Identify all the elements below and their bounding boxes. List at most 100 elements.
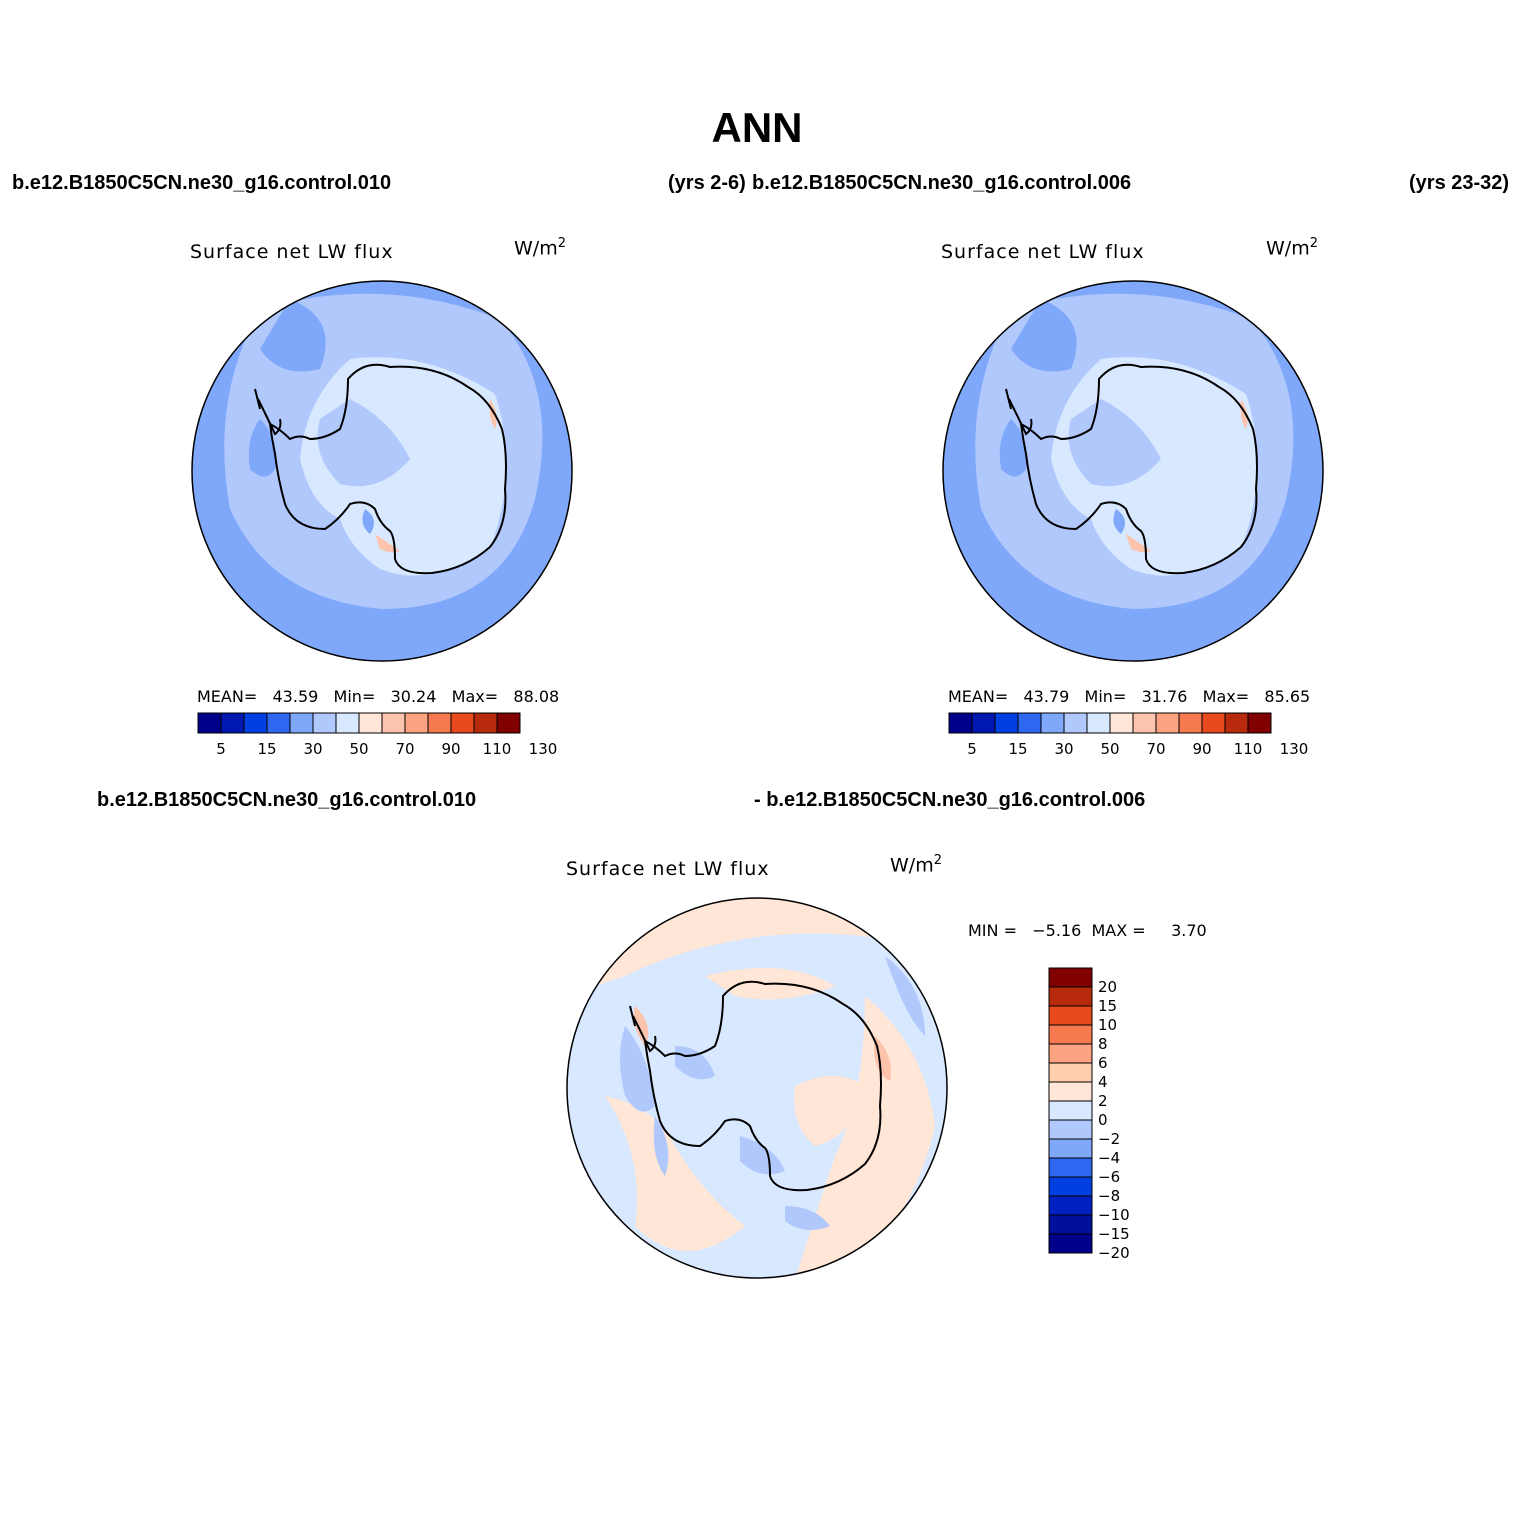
- panel2-colorbar-swatch: [1155, 712, 1180, 734]
- panel2-colorbar-swatch: [1201, 712, 1226, 734]
- panel2-colorbar-swatch: [994, 712, 1019, 734]
- panel2-colorbar-swatch: [1063, 712, 1088, 734]
- panel2-colorbar-swatch: [1247, 712, 1272, 734]
- panel1-colorbar-swatch: [289, 712, 314, 734]
- panel-diff-coastline: [643, 980, 882, 1192]
- panel2-colorbar-tick-label: 50: [1100, 740, 1119, 758]
- panel2-colorbar-swatch: [1224, 712, 1249, 734]
- panel2-colorbar-swatch: [1086, 712, 1111, 734]
- case-name-right: b.e12.B1850C5CN.ne30_g16.control.006: [752, 172, 1132, 194]
- panel1-colorbar-tick-label: 15: [257, 740, 276, 758]
- panel2-colorbar-tick-label: 70: [1146, 740, 1165, 758]
- panel1-colorbar-swatch: [450, 712, 475, 734]
- panel-diff-colorbar-tick-label: −6: [1098, 1168, 1120, 1186]
- figure-title: ANN: [711, 104, 803, 151]
- panel2-colorbar-swatch: [948, 712, 973, 734]
- panel2-colorbar-tick-label: 110: [1234, 740, 1263, 758]
- panel-diff-colorbar-tick-label: 4: [1098, 1073, 1108, 1091]
- panel1-colorbar-tick-label: 30: [303, 740, 322, 758]
- panel1-colorbar-swatch: [473, 712, 498, 734]
- panel1-colorbar: 5 15 30 50 70 90 110 130: [197, 712, 558, 758]
- panel-diff-colorbar-tick-label: 6: [1098, 1054, 1108, 1072]
- panel2-colorbar-swatch: [971, 712, 996, 734]
- panel2-colorbar-swatch: [1132, 712, 1157, 734]
- panel1-colorbar-swatch: [243, 712, 268, 734]
- panel1-coastline: [268, 363, 507, 575]
- panel1-colorbar-tick-label: 5: [216, 740, 226, 758]
- case-name-left: b.e12.B1850C5CN.ne30_g16.control.010: [12, 172, 392, 194]
- diff-case-right: - b.e12.B1850C5CN.ne30_g16.control.006: [754, 789, 1146, 811]
- panel2-title: Surface net LW flux: [941, 241, 1145, 263]
- panel-diff-colorbar-swatch: [1048, 1176, 1093, 1197]
- panel-diff-colorbar-tick-label: 2: [1098, 1092, 1108, 1110]
- panel-diff-colorbar-tick-label: 10: [1098, 1016, 1117, 1034]
- panel-diff-colorbar-swatch: [1048, 986, 1093, 1007]
- panel-diff-colorbar-tick-label: 15: [1098, 997, 1117, 1015]
- panel1-colorbar-swatch: [266, 712, 291, 734]
- panel-diff-colorbar-swatch: [1048, 1157, 1093, 1178]
- panel1-map: [191, 280, 573, 662]
- panel2-colorbar-swatch: [1017, 712, 1042, 734]
- panel-diff-colorbar-tick-label: 0: [1098, 1111, 1108, 1129]
- panel1-colorbar-swatch: [427, 712, 452, 734]
- panel2-colorbar-tick-label: 30: [1054, 740, 1073, 758]
- panel1-colorbar-tick-label: 70: [395, 740, 414, 758]
- panel2-colorbar-tick-label: 15: [1008, 740, 1027, 758]
- panel1-colorbar-tick-label: 130: [529, 740, 558, 758]
- panel-diff-colorbar-tick-label: −15: [1098, 1225, 1130, 1243]
- panel2-colorbar-swatch: [1109, 712, 1134, 734]
- panel-diff-colorbar-swatch: [1048, 1195, 1093, 1216]
- panel-diff-colorbar-swatch: [1048, 1024, 1093, 1045]
- panel1-stats: MEAN= 43.59 Min= 30.24 Max= 88.08: [197, 687, 560, 706]
- panel-diff-map-border: [566, 897, 948, 1279]
- panel2-colorbar-tick-label: 130: [1280, 740, 1309, 758]
- panel1-colorbar-swatch: [381, 712, 406, 734]
- panel2-colorbar-swatch: [1178, 712, 1203, 734]
- panel2-coastline: [1019, 363, 1258, 575]
- panel2-colorbar-tick-label: 90: [1192, 740, 1211, 758]
- panel1-colorbar-swatch: [197, 712, 222, 734]
- panel-diff-units: W/m2: [890, 853, 942, 877]
- panel-diff-colorbar-tick-label: −4: [1098, 1149, 1120, 1167]
- panel1-colorbar-swatch: [358, 712, 383, 734]
- panel1-colorbar-swatch: [312, 712, 337, 734]
- panel2-map-border: [942, 280, 1324, 662]
- panel-diff-colorbar-swatch: [1048, 1100, 1093, 1121]
- panel1-units: W/m2: [514, 236, 566, 260]
- panel-diff-colorbar-swatch: [1048, 1005, 1093, 1026]
- panel-diff-colorbar-swatch: [1048, 1138, 1093, 1159]
- panel-diff-colorbar-tick-label: −10: [1098, 1206, 1130, 1224]
- panel-diff-colorbar-swatch: [1048, 1081, 1093, 1102]
- panel2-field: [943, 281, 1323, 661]
- panel-diff-colorbar-swatch: [1048, 967, 1093, 988]
- panel-diff-colorbar-tick-label: −20: [1098, 1244, 1130, 1262]
- panel1-colorbar-swatch: [220, 712, 245, 734]
- panel-diff-colorbar-tick-label: 8: [1098, 1035, 1108, 1053]
- panel-diff-colorbar-swatch: [1048, 1119, 1093, 1140]
- panel-diff-colorbar-swatch: [1048, 1043, 1093, 1064]
- panel-diff-colorbar-tick-label: −2: [1098, 1130, 1120, 1148]
- panel2-units: W/m2: [1266, 236, 1318, 260]
- panel1-field: [192, 281, 572, 661]
- panel1-colorbar-tick-label: 50: [349, 740, 368, 758]
- panel2-map: [942, 280, 1324, 662]
- panel1-map-border: [191, 280, 573, 662]
- panel-diff-colorbar-swatch: [1048, 1214, 1093, 1235]
- diff-case-left: b.e12.B1850C5CN.ne30_g16.control.010: [97, 789, 477, 811]
- years-left: (yrs 2-6): [668, 172, 746, 194]
- panel-diff-stats: MIN = −5.16 MAX = 3.70: [968, 921, 1207, 940]
- panel2-stats: MEAN= 43.79 Min= 31.76 Max= 85.65: [948, 687, 1311, 706]
- panel1-colorbar-tick-label: 90: [441, 740, 460, 758]
- panel2-colorbar-swatch: [1040, 712, 1065, 734]
- panel-diff-colorbar-swatch: [1048, 1233, 1093, 1254]
- panel1-colorbar-tick-label: 110: [483, 740, 512, 758]
- panel-diff-colorbar-tick-label: 20: [1098, 978, 1117, 996]
- panel-diff-colorbar-tick-label: −8: [1098, 1187, 1120, 1205]
- panel-diff-title: Surface net LW flux: [566, 858, 770, 880]
- panel1-colorbar-swatch: [404, 712, 429, 734]
- panel-diff-map: [566, 897, 948, 1279]
- years-right: (yrs 23-32): [1409, 172, 1510, 194]
- panel1-colorbar-swatch: [335, 712, 360, 734]
- panel1-colorbar-swatch: [496, 712, 521, 734]
